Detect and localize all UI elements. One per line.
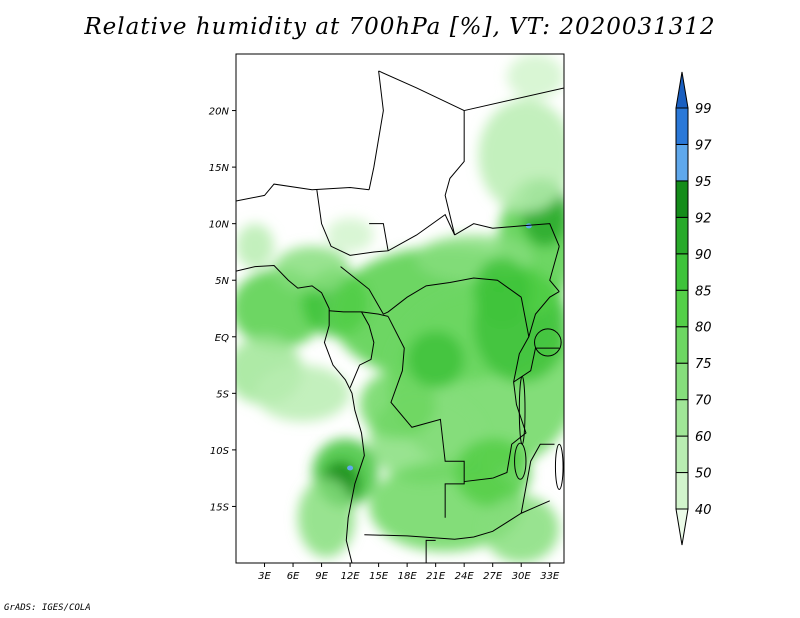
lon-tick-label: 18E bbox=[398, 571, 418, 582]
colorbar-level-label: 97 bbox=[695, 138, 712, 153]
colorbar-level-label: 60 bbox=[695, 430, 712, 445]
map-panel bbox=[236, 54, 564, 563]
colorbar-segment bbox=[675, 399, 689, 437]
colorbar-segment bbox=[675, 362, 689, 401]
grads-credit: GrADS: IGES/COLA bbox=[4, 603, 91, 613]
border-line bbox=[340, 266, 522, 315]
chart-title: Relative humidity at 700hPa [%], VT: 202… bbox=[84, 14, 716, 40]
country-borders bbox=[236, 70, 564, 563]
colorbar-segment bbox=[675, 180, 689, 218]
humidity-patch bbox=[506, 54, 564, 100]
border-line bbox=[368, 70, 384, 190]
colorbar-legend: 40 50 60 70 75 80 85 90 92 95 97 99 bbox=[675, 71, 712, 546]
humidity-patch bbox=[359, 370, 436, 439]
lon-tick-label: 6E bbox=[287, 571, 300, 582]
colorbar-segment bbox=[675, 143, 689, 182]
colorbar-level-label: 75 bbox=[695, 357, 712, 372]
colorbar-segment bbox=[675, 435, 689, 474]
humidity-patch bbox=[297, 478, 355, 558]
colorbar-segment bbox=[675, 326, 689, 364]
lat-tick-label: 10S bbox=[210, 446, 230, 457]
border-line bbox=[236, 183, 370, 202]
border-line bbox=[425, 539, 436, 563]
border-line bbox=[492, 297, 530, 479]
humidity-patch bbox=[483, 495, 560, 563]
lon-tick-label: 30E bbox=[512, 571, 532, 582]
colorbar-segment bbox=[675, 472, 689, 510]
colorbar-level-label: 90 bbox=[695, 248, 712, 263]
latitude-axis: 20N 15N 10N 5N EQ 5S 10S 15S bbox=[209, 107, 236, 513]
humidity-patch bbox=[326, 218, 374, 252]
lake-outline bbox=[554, 443, 564, 490]
lake-outline bbox=[514, 442, 527, 480]
lat-tick-label: 10N bbox=[209, 220, 230, 231]
border-line bbox=[387, 316, 465, 518]
border-line bbox=[464, 87, 564, 112]
colorbar-level-label: 40 bbox=[695, 503, 712, 518]
colorbar-level-label: 85 bbox=[695, 284, 712, 299]
colorbar-high-arrow bbox=[675, 71, 689, 109]
humidity-patch bbox=[478, 99, 564, 213]
lon-tick-label: 27E bbox=[483, 571, 503, 582]
lat-tick-label: 20N bbox=[209, 107, 230, 118]
lon-tick-label: 15E bbox=[369, 571, 389, 582]
lat-tick-label: 15S bbox=[210, 502, 230, 513]
border-line bbox=[528, 291, 560, 337]
humidity-patch bbox=[473, 257, 531, 326]
border-line bbox=[549, 246, 560, 292]
colorbar-segment bbox=[675, 289, 689, 328]
border-line bbox=[520, 443, 555, 514]
colorbar-low-arrow bbox=[675, 508, 689, 546]
colorbar-segment bbox=[675, 107, 689, 145]
colorbar-level-label: 95 bbox=[695, 175, 712, 190]
lon-tick-label: 9E bbox=[315, 571, 328, 582]
lat-tick-label: 5N bbox=[215, 276, 229, 287]
border-line bbox=[378, 70, 465, 112]
colorbar-level-label: 80 bbox=[695, 321, 712, 336]
border-line bbox=[316, 189, 456, 256]
high-humidity-spot bbox=[347, 465, 354, 471]
humidity-patch bbox=[255, 365, 351, 422]
lon-tick-label: 3E bbox=[258, 571, 271, 582]
humidity-patch bbox=[236, 223, 275, 269]
lat-tick-label: 5S bbox=[216, 389, 229, 400]
humidity-patch bbox=[454, 438, 531, 507]
border-line bbox=[444, 110, 465, 236]
lon-tick-label: 24E bbox=[455, 571, 475, 582]
map-frame bbox=[235, 53, 565, 564]
colorbar-level-label: 99 bbox=[695, 102, 712, 117]
lat-tick-label: 15N bbox=[209, 163, 230, 174]
colorbar-segment bbox=[675, 216, 689, 255]
lon-tick-label: 33E bbox=[540, 571, 560, 582]
lat-tick-label: EQ bbox=[215, 333, 229, 344]
colorbar-level-label: 50 bbox=[695, 467, 712, 482]
colorbar-segment bbox=[675, 253, 689, 291]
border-line bbox=[369, 223, 389, 251]
border-line bbox=[349, 311, 375, 388]
border-line bbox=[464, 477, 493, 483]
lon-tick-label: 21E bbox=[426, 571, 446, 582]
colorbar-level-label: 92 bbox=[695, 211, 712, 226]
humidity-patch bbox=[274, 246, 351, 292]
border-line bbox=[454, 223, 560, 247]
humidity-patch bbox=[407, 331, 465, 388]
longitude-axis: 3E 6E 9E 12E 15E 18E 21E 24E 27E 30E 33E bbox=[258, 563, 560, 582]
lake-outline bbox=[534, 328, 562, 357]
lon-tick-label: 12E bbox=[341, 571, 361, 582]
high-humidity-spot bbox=[525, 223, 532, 229]
colorbar-level-label: 70 bbox=[695, 394, 712, 409]
border-line bbox=[236, 265, 365, 563]
